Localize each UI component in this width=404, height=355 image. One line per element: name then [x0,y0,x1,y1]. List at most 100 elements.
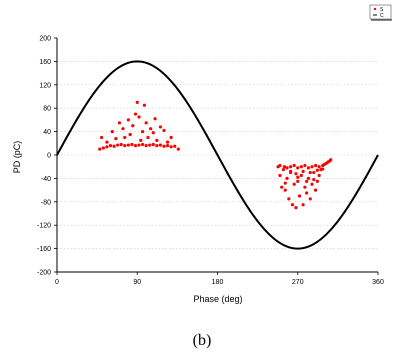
series-s-point [133,112,138,116]
series-s-point [278,163,282,168]
series-s-point [123,135,127,140]
series-s-point [165,144,170,148]
series-s-point [312,177,316,182]
series-s-point [149,127,153,131]
legend: S C [369,4,392,21]
series-s-point [308,170,312,175]
x-tick-label: 360 [372,279,384,286]
y-tick-label: -120 [37,223,51,230]
series-s-point [105,140,109,144]
series-s-point [114,137,118,141]
legend-label-s: S [380,7,384,13]
figure-caption: (b) [193,332,212,349]
series-s-point [315,179,319,183]
series-s-point [137,143,141,147]
y-tick-label: 80 [43,106,51,113]
x-axis-title: Phase (deg) [193,294,242,304]
series-s-point [310,165,314,169]
series-s-point [133,144,138,148]
y-tick-label: 0 [47,153,51,160]
series-s-point [310,182,314,186]
series-s-point [144,144,148,148]
scatter-series [98,100,333,210]
series-s-point [155,138,159,142]
series-s-point [123,144,127,148]
y-tick-label: -40 [41,176,51,183]
series-s-point [158,143,163,147]
series-s-point [290,203,294,207]
y-tick-label: 120 [39,82,51,89]
series-s-point [280,185,284,189]
series-s-point [305,179,309,183]
series-s-point [313,188,318,192]
series-s-point [135,100,139,104]
series-s-point [155,144,159,148]
series-s-point [128,132,132,137]
series-s-point [105,145,109,149]
series-s-point [296,175,300,179]
series-s-point [121,127,125,131]
series-s-point [299,165,303,169]
legend-marker-s [373,7,377,11]
series-s-point [112,144,116,148]
series-s-point [151,142,155,147]
series-s-point [146,135,150,140]
series-s-point [283,181,287,185]
series-s-point [294,206,298,210]
series-s-point [303,185,307,189]
y-tick-label: -160 [37,246,51,253]
legend-label-c: C [380,13,384,19]
series-s-point [126,143,130,147]
series-s-point [285,176,289,180]
series-s-point [162,144,166,148]
series-s-point [117,121,122,125]
x-tick-label: 180 [212,279,224,286]
series-s-point [306,176,311,180]
series-s-point [99,135,104,140]
series-s-point [317,173,321,178]
series-c-curve [56,60,379,250]
series-s-point [301,203,305,207]
series-s-point [141,142,145,147]
series-s-point [162,128,166,133]
series-s-point [110,130,114,134]
series-s-point [169,135,173,140]
series-s-point [299,173,303,178]
series-s-point [283,188,287,192]
series-s-point [278,173,282,178]
series-s-point [303,163,307,168]
series-s-point [98,147,102,151]
series-s-point [131,124,135,128]
series-s-point [119,142,123,147]
series-s-point [292,182,296,186]
grid-lines [57,61,378,249]
series-s-point [144,121,148,125]
series-s-point [321,167,325,171]
y-tick-label: 40 [43,129,51,136]
series-s-point [297,194,302,198]
series-s-point [306,166,311,170]
series-s-point [169,145,173,149]
y-tick-label: 160 [39,59,51,66]
series-s-point [165,140,170,144]
tick-labels: -200 -160 -120 -80 -40 0 40 80 120 160 200 0 90 180 27… [37,36,384,287]
y-tick-label: -200 [37,270,51,277]
series-s-point [142,103,146,107]
series-s-point [158,125,163,129]
series-s-point [292,163,296,168]
series-s-point [305,191,309,195]
series-s-point [313,163,318,168]
x-tick-label: 90 [133,279,141,286]
series-s-point [176,147,180,151]
series-s-point [137,115,141,119]
series-s-point [116,143,120,147]
x-tick-label: 0 [55,279,59,286]
series-s-point [296,166,300,170]
series-s-point [281,168,286,172]
series-s-point [153,117,157,121]
series-s-point [294,172,298,176]
y-tick-label: 200 [39,36,51,43]
series-s-point [308,197,312,201]
x-tick-label: 270 [292,279,304,286]
